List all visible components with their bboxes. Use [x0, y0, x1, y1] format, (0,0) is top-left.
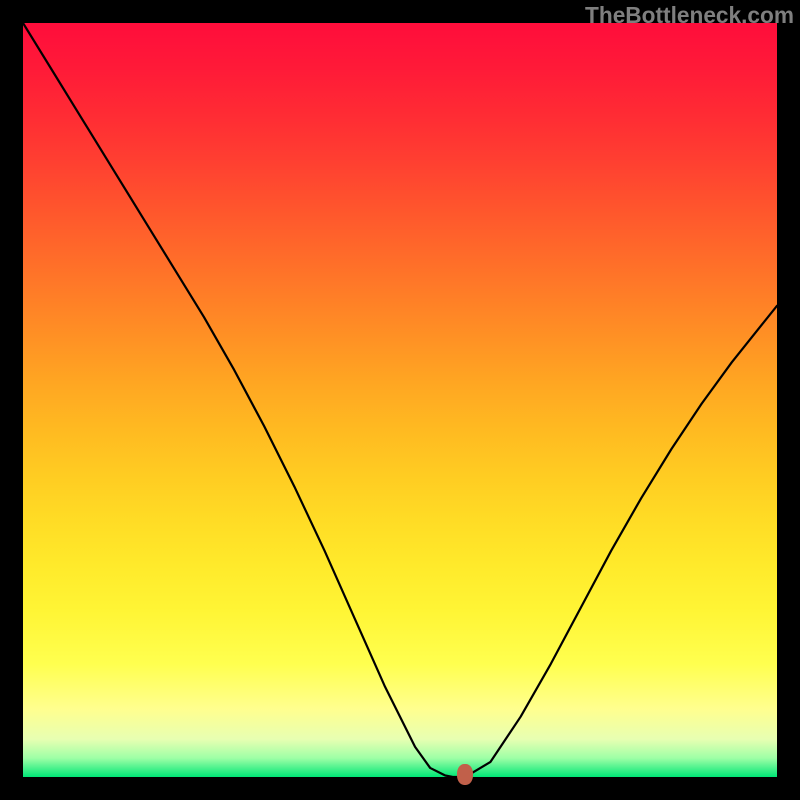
plot-area [23, 23, 777, 777]
optimal-point-marker [457, 764, 473, 785]
chart-container: TheBottleneck.com [0, 0, 800, 800]
watermark-text: TheBottleneck.com [585, 2, 794, 29]
bottleneck-curve [23, 23, 777, 777]
